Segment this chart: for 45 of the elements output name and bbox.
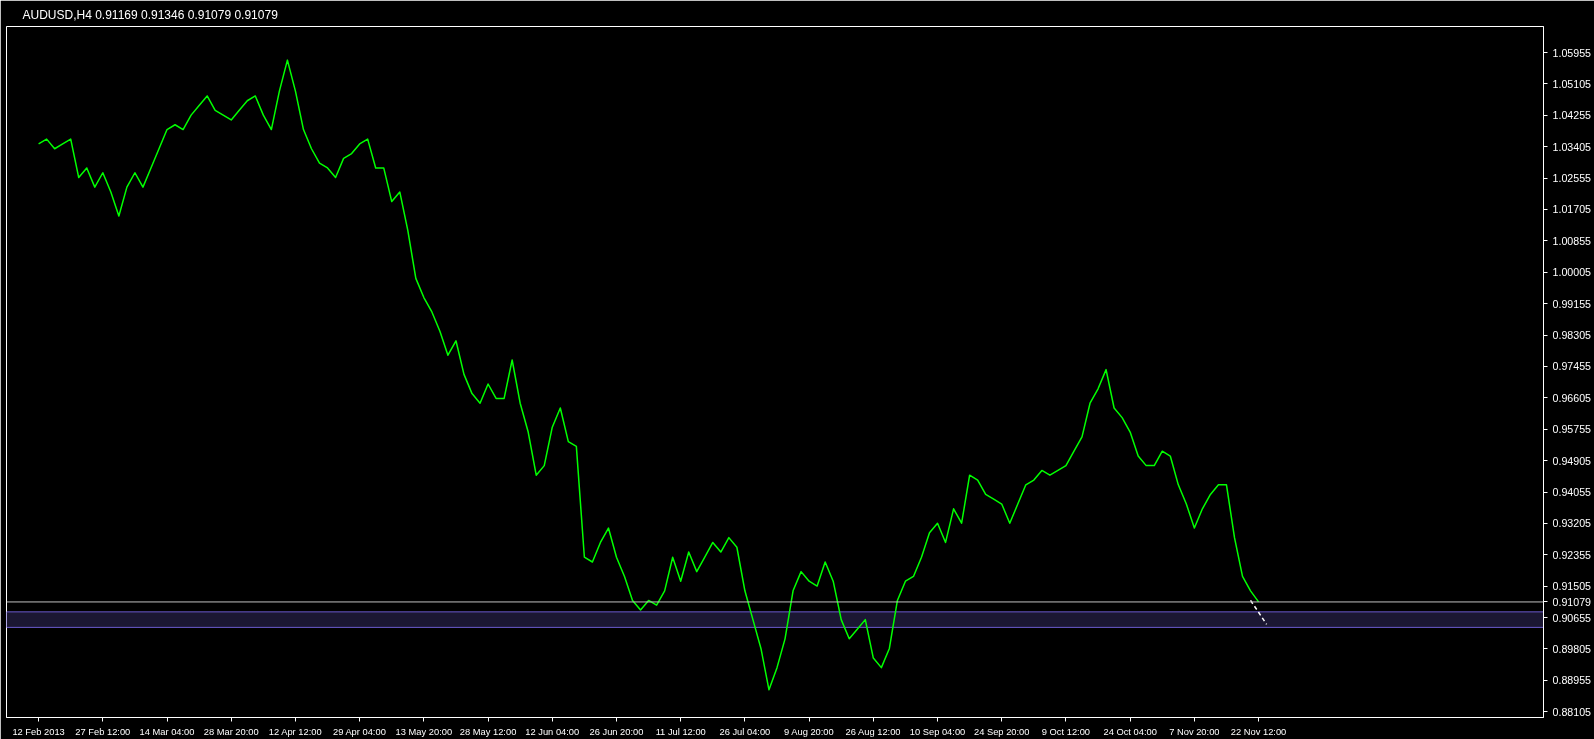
x-tick-label: 26 Jun 20:00 (589, 726, 644, 737)
y-tick-label: 0.92355 (1552, 548, 1592, 561)
x-tick-label: 10 Sep 04:00 (909, 726, 966, 737)
x-tick-label: 29 Apr 04:00 (332, 726, 386, 737)
y-tick-label: 0.88105 (1552, 705, 1592, 718)
y-tick-label: 0.88955 (1552, 674, 1592, 687)
x-tick-label: 12 Jun 04:00 (525, 726, 580, 737)
chart-title: AUDUSD,H4 0.91169 0.91346 0.91079 0.91079 (22, 7, 279, 22)
x-tick-label: 22 Nov 12:00 (1230, 726, 1287, 737)
y-tick-label: 0.97455 (1552, 360, 1592, 373)
x-tick-label: 26 Jul 04:00 (719, 726, 771, 737)
x-tick-label: 9 Oct 12:00 (1041, 726, 1091, 737)
y-tick-label: 0.94055 (1552, 486, 1592, 499)
y-tick-label: 1.02555 (1552, 172, 1592, 185)
x-tick-label: 12 Feb 2013 (12, 726, 65, 737)
x-tick-label: 27 Feb 12:00 (75, 726, 131, 737)
y-tick-label: 0.96605 (1552, 391, 1592, 404)
x-tick-label: 9 Aug 20:00 (783, 726, 834, 737)
y-tick-label: 1.03405 (1552, 140, 1592, 153)
y-tick-label: 1.01705 (1552, 203, 1592, 216)
ref-line-label: 0.91079 (1552, 595, 1592, 608)
y-tick-label: 0.90655 (1552, 611, 1592, 624)
y-tick-label: 0.91505 (1552, 580, 1592, 593)
y-tick-label: 1.00005 (1552, 266, 1592, 279)
x-tick-label: 14 Mar 04:00 (139, 726, 195, 737)
y-tick-label: 1.04255 (1552, 109, 1592, 122)
x-tick-label: 12 Apr 12:00 (268, 726, 322, 737)
x-tick-label: 26 Aug 12:00 (845, 726, 901, 737)
y-tick-label: 1.00855 (1552, 234, 1592, 247)
y-tick-label: 0.89805 (1552, 642, 1592, 655)
x-tick-label: 24 Sep 20:00 (973, 726, 1030, 737)
x-tick-label: 7 Nov 20:00 (1169, 726, 1220, 737)
x-tick-label: 13 May 20:00 (395, 726, 453, 737)
x-tick-label: 24 Oct 04:00 (1103, 726, 1157, 737)
y-tick-label: 0.93205 (1552, 517, 1592, 530)
y-tick-label: 1.05955 (1552, 46, 1592, 59)
x-tick-label: 11 Jul 12:00 (655, 726, 706, 737)
y-tick-label: 0.99155 (1552, 297, 1592, 310)
y-tick-label: 0.94905 (1552, 454, 1592, 467)
y-tick-label: 0.95755 (1552, 423, 1592, 436)
x-tick-label: 28 Mar 20:00 (203, 726, 259, 737)
x-tick-label: 28 May 12:00 (459, 726, 517, 737)
y-tick-label: 0.98305 (1552, 329, 1592, 342)
line-series (37, 59, 1260, 691)
y-tick-label: 1.05105 (1552, 77, 1592, 90)
